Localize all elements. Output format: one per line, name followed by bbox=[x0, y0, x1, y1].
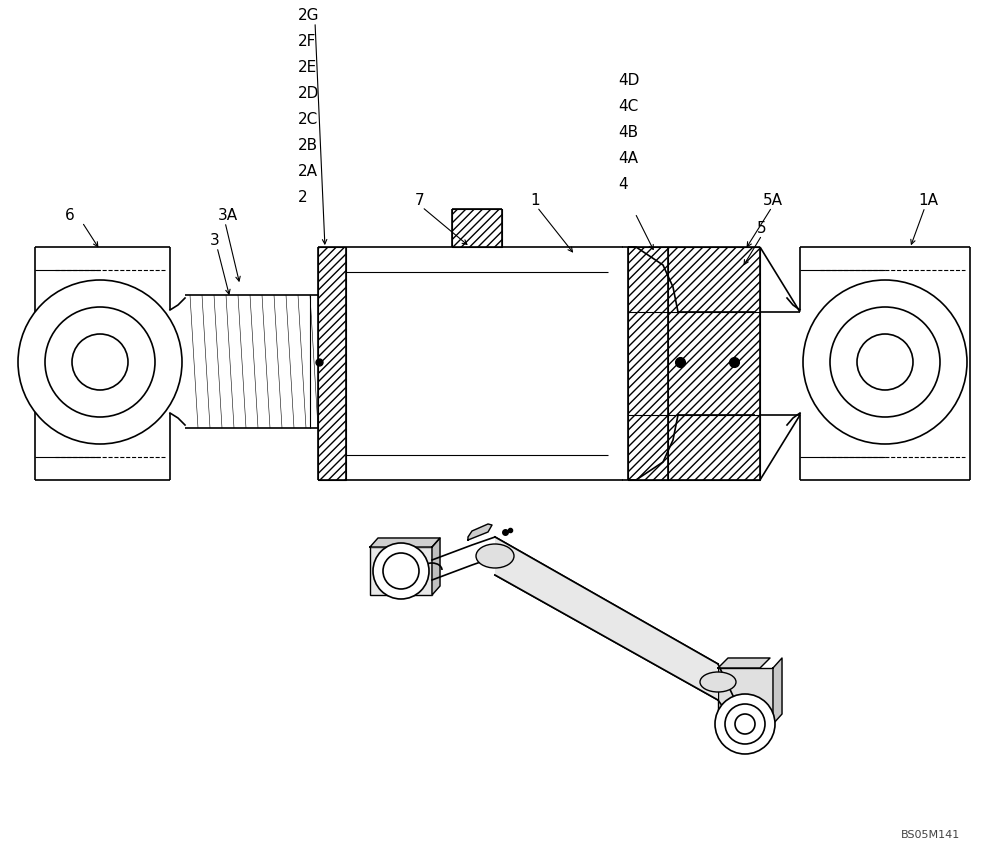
Text: 5: 5 bbox=[757, 221, 767, 235]
Text: 2D: 2D bbox=[298, 86, 319, 100]
Ellipse shape bbox=[373, 543, 429, 599]
Text: 2A: 2A bbox=[298, 163, 318, 179]
Text: 3A: 3A bbox=[218, 207, 238, 223]
Circle shape bbox=[45, 307, 155, 417]
Text: 2F: 2F bbox=[298, 33, 316, 49]
Text: 2C: 2C bbox=[298, 111, 318, 127]
Polygon shape bbox=[495, 537, 718, 700]
Ellipse shape bbox=[735, 714, 755, 734]
Polygon shape bbox=[468, 524, 492, 540]
Bar bbox=[628, 247, 668, 480]
Polygon shape bbox=[718, 658, 770, 668]
Circle shape bbox=[830, 307, 940, 417]
Text: 6: 6 bbox=[65, 207, 75, 223]
Ellipse shape bbox=[383, 553, 419, 589]
Polygon shape bbox=[432, 538, 440, 595]
Text: 4D: 4D bbox=[618, 73, 639, 87]
Text: 2B: 2B bbox=[298, 138, 318, 152]
Bar bbox=[452, 209, 502, 247]
Bar bbox=[668, 247, 760, 480]
Circle shape bbox=[803, 280, 967, 444]
Text: 7: 7 bbox=[415, 193, 425, 207]
Ellipse shape bbox=[715, 694, 775, 754]
FancyBboxPatch shape bbox=[370, 547, 432, 595]
Ellipse shape bbox=[700, 672, 736, 692]
Text: 2E: 2E bbox=[298, 60, 317, 74]
Circle shape bbox=[857, 334, 913, 390]
Text: 2G: 2G bbox=[298, 8, 320, 22]
Text: 5A: 5A bbox=[763, 193, 783, 207]
Text: 3: 3 bbox=[210, 233, 220, 247]
Text: BS05M141: BS05M141 bbox=[901, 830, 960, 840]
Text: 1: 1 bbox=[530, 193, 540, 207]
Text: 4C: 4C bbox=[618, 98, 638, 114]
Bar bbox=[318, 247, 346, 480]
Ellipse shape bbox=[725, 704, 765, 744]
Text: 4A: 4A bbox=[618, 151, 638, 165]
Text: 1A: 1A bbox=[918, 193, 938, 207]
Text: 2: 2 bbox=[298, 189, 308, 205]
Ellipse shape bbox=[476, 544, 514, 568]
Circle shape bbox=[18, 280, 182, 444]
Polygon shape bbox=[370, 538, 440, 547]
Text: 4B: 4B bbox=[618, 124, 638, 140]
FancyBboxPatch shape bbox=[718, 668, 773, 724]
Polygon shape bbox=[773, 658, 782, 724]
Circle shape bbox=[72, 334, 128, 390]
Text: 4: 4 bbox=[618, 176, 628, 192]
